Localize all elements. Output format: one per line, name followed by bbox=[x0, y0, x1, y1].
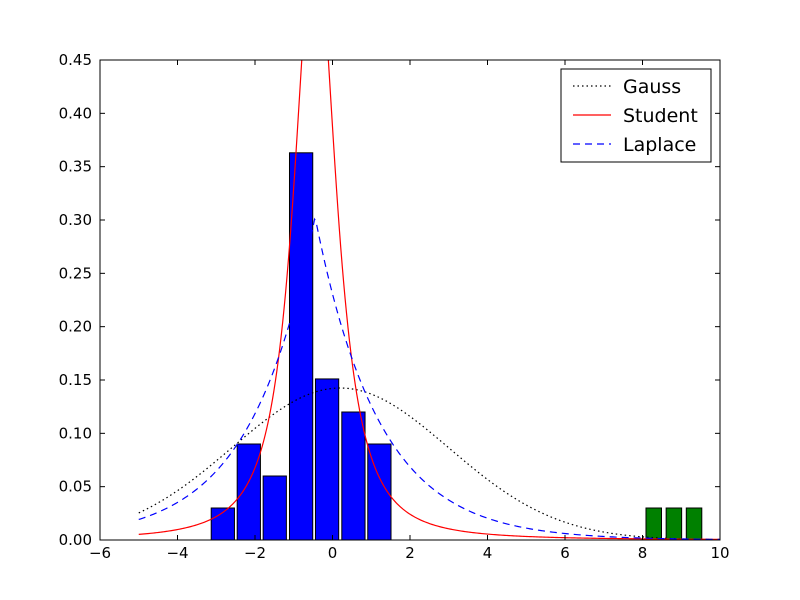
y-tick-label: 0.25 bbox=[59, 264, 92, 282]
histogram-bar-3 bbox=[262, 475, 287, 541]
legend-label-gauss: Gauss bbox=[623, 76, 681, 98]
histogram-bar-2 bbox=[236, 443, 261, 541]
x-axis: −6 −4 −2 0 2 4 6 8 10 bbox=[89, 60, 730, 562]
y-tick-label: 0.35 bbox=[59, 158, 92, 176]
histogram-bar-8 bbox=[645, 507, 662, 541]
plot-area bbox=[138, 60, 720, 541]
histogram-bar-9 bbox=[665, 507, 683, 541]
y-tick-label: 0.00 bbox=[59, 531, 92, 549]
histogram-bar-4 bbox=[288, 152, 314, 541]
x-tick-label: −4 bbox=[166, 544, 188, 562]
legend-label-laplace: Laplace bbox=[623, 134, 696, 156]
legend: Gauss Student Laplace bbox=[560, 68, 712, 163]
x-tick-label: −2 bbox=[244, 544, 266, 562]
x-tick-label: −6 bbox=[89, 544, 111, 562]
y-tick-label: 0.30 bbox=[59, 211, 92, 229]
series-line-laplace bbox=[138, 217, 720, 540]
y-axis: 0.00 0.05 0.10 0.15 0.20 0.25 0.30 0.35 0.40 0.45 bbox=[59, 51, 720, 549]
histogram-bar-10 bbox=[685, 507, 703, 541]
x-tick-label: 0 bbox=[328, 544, 338, 562]
legend-label-student: Student bbox=[623, 105, 698, 127]
y-tick-label: 0.20 bbox=[59, 318, 92, 336]
y-tick-label: 0.40 bbox=[59, 104, 92, 122]
y-tick-label: 0.05 bbox=[59, 478, 92, 496]
x-tick-label: 4 bbox=[483, 544, 493, 562]
x-tick-label: 6 bbox=[560, 544, 570, 562]
series-line-student bbox=[138, 60, 720, 540]
x-tick-label: 8 bbox=[638, 544, 648, 562]
y-tick-label: 0.10 bbox=[59, 424, 92, 442]
y-tick-label: 0.15 bbox=[59, 371, 92, 389]
x-tick-label: 10 bbox=[710, 544, 729, 562]
histogram-bar-5 bbox=[314, 378, 340, 541]
y-tick-label: 0.45 bbox=[59, 51, 92, 69]
x-tick-label: 2 bbox=[405, 544, 415, 562]
histogram-bar-6 bbox=[341, 411, 366, 541]
